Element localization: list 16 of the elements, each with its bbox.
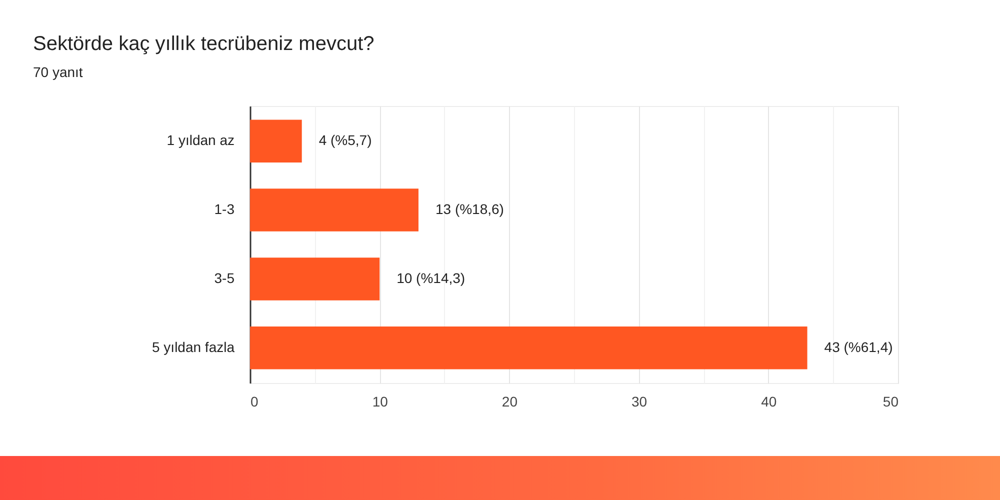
y-tick-label: 1 yıldan az [166, 132, 234, 148]
y-tick-label: 5 yıldan fazla [152, 338, 235, 355]
chart-title: Sektörde kaç yıllık tecrübeniz mevcut? [33, 33, 374, 55]
x-tick-label: 20 [502, 394, 518, 410]
x-tick-label: 40 [761, 394, 777, 410]
x-tick-label: 30 [632, 394, 648, 410]
x-tick-label: 50 [882, 394, 899, 410]
data-label: 10 (%14,3) [396, 270, 466, 286]
data-label: 43 (%61,4) [824, 338, 893, 355]
x-tick-label: 10 [372, 394, 388, 410]
y-tick-label: 3-5 [214, 270, 235, 286]
x-tick-label: 0 [250, 394, 258, 410]
data-label: 13 (%18,6) [435, 201, 504, 218]
data-label: 4 (%5,7) [318, 132, 372, 148]
text: 70 yanıt [33, 64, 83, 80]
y-tick-label: 1-3 [214, 201, 235, 218]
